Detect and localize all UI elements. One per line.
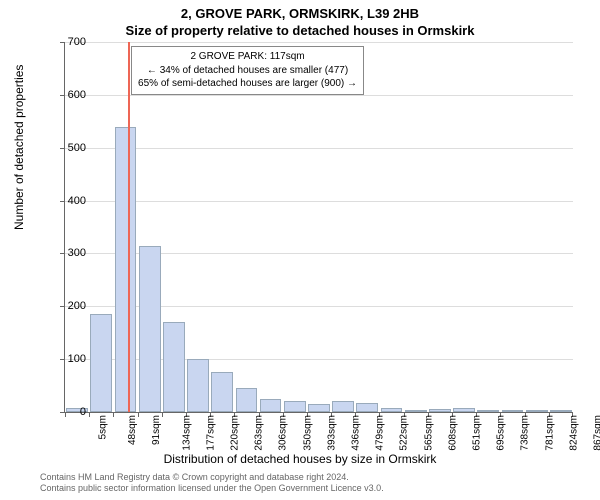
title-sub: Size of property relative to detached ho… (0, 21, 600, 38)
x-tick-label: 306sqm (278, 415, 289, 451)
x-tick-label: 350sqm (302, 415, 313, 451)
x-tick-label: 867sqm (592, 415, 600, 451)
grid-line (65, 95, 573, 96)
x-tick-label: 738sqm (520, 415, 531, 451)
x-tick-label: 177sqm (205, 415, 216, 451)
bar (284, 401, 306, 412)
x-tick-label: 48sqm (127, 415, 138, 445)
bar (502, 410, 524, 412)
x-axis-label: Distribution of detached houses by size … (0, 452, 600, 466)
x-tick-label: 824sqm (568, 415, 579, 451)
bar (115, 127, 137, 412)
y-tick-label: 600 (56, 89, 86, 101)
bar (90, 314, 112, 412)
x-tick-label: 522sqm (399, 415, 410, 451)
bar (356, 403, 378, 413)
bar (381, 408, 403, 412)
x-tick-label: 651sqm (472, 415, 483, 451)
y-tick-label: 100 (56, 353, 86, 365)
bar (405, 410, 427, 412)
bar (550, 410, 572, 412)
bar (429, 409, 451, 412)
bar (236, 388, 258, 412)
x-tick-label: 695sqm (496, 415, 507, 451)
x-tick-label: 436sqm (351, 415, 362, 451)
bar (477, 410, 499, 412)
y-tick-label: 200 (56, 300, 86, 312)
y-tick-label: 700 (56, 36, 86, 48)
chart-container: 2, GROVE PARK, ORMSKIRK, L39 2HB Size of… (0, 0, 600, 500)
x-tick-label: 393sqm (326, 415, 337, 451)
y-tick-label: 400 (56, 195, 86, 207)
bar (332, 401, 354, 412)
x-tick-label: 134sqm (181, 415, 192, 451)
info-box-line-2: ← 34% of detached houses are smaller (47… (138, 64, 357, 78)
bar (260, 399, 282, 412)
y-tick-label: 300 (56, 247, 86, 259)
bar (211, 372, 233, 412)
bar (308, 404, 330, 412)
bar (187, 359, 209, 412)
footer-attribution: Contains HM Land Registry data © Crown c… (40, 472, 384, 495)
x-tick-label: 91sqm (151, 415, 162, 445)
y-axis-label: Number of detached properties (12, 65, 26, 230)
info-box: 2 GROVE PARK: 117sqm← 34% of detached ho… (131, 46, 364, 95)
x-tick-label: 220sqm (230, 415, 241, 451)
x-tick-label: 263sqm (254, 415, 265, 451)
y-tick-label: 0 (56, 406, 86, 418)
bar (526, 410, 548, 412)
x-tick-label: 781sqm (544, 415, 555, 451)
x-tick-mark (89, 412, 90, 417)
info-box-line-1: 2 GROVE PARK: 117sqm (138, 50, 357, 64)
title-main: 2, GROVE PARK, ORMSKIRK, L39 2HB (0, 0, 600, 21)
footer-line-2: Contains public sector information licen… (40, 483, 384, 494)
bar (453, 408, 475, 412)
x-tick-label: 608sqm (447, 415, 458, 451)
x-tick-label: 5sqm (98, 415, 109, 439)
x-tick-label: 479sqm (375, 415, 386, 451)
grid-line (65, 42, 573, 43)
x-tick-label: 565sqm (423, 415, 434, 451)
grid-line (65, 201, 573, 202)
bar (163, 322, 185, 412)
footer-line-1: Contains HM Land Registry data © Crown c… (40, 472, 384, 483)
y-tick-label: 500 (56, 142, 86, 154)
plot-area: 2 GROVE PARK: 117sqm← 34% of detached ho… (64, 42, 573, 413)
grid-line (65, 148, 573, 149)
info-box-line-3: 65% of semi-detached houses are larger (… (138, 77, 357, 91)
reference-line (128, 42, 130, 412)
bar (139, 246, 161, 413)
x-tick-mark (113, 412, 114, 417)
